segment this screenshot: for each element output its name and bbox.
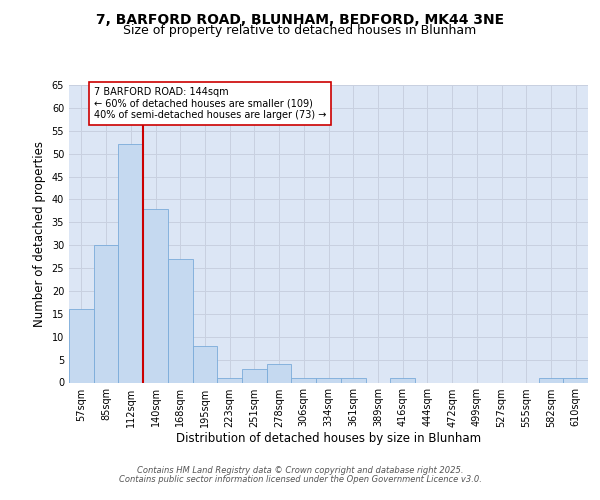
Bar: [316, 378, 341, 382]
Bar: [193, 346, 217, 383]
Bar: [292, 378, 316, 382]
Bar: [341, 378, 365, 382]
Text: Contains HM Land Registry data © Crown copyright and database right 2025.: Contains HM Land Registry data © Crown c…: [137, 466, 463, 475]
Bar: [242, 369, 267, 382]
Bar: [390, 378, 415, 382]
Bar: [69, 310, 94, 382]
X-axis label: Distribution of detached houses by size in Blunham: Distribution of detached houses by size …: [176, 432, 481, 446]
Text: Contains public sector information licensed under the Open Government Licence v3: Contains public sector information licen…: [119, 475, 481, 484]
Bar: [539, 378, 563, 382]
Bar: [168, 259, 193, 382]
Text: 7, BARFORD ROAD, BLUNHAM, BEDFORD, MK44 3NE: 7, BARFORD ROAD, BLUNHAM, BEDFORD, MK44 …: [96, 12, 504, 26]
Bar: [143, 208, 168, 382]
Text: 7 BARFORD ROAD: 144sqm
← 60% of detached houses are smaller (109)
40% of semi-de: 7 BARFORD ROAD: 144sqm ← 60% of detached…: [94, 88, 326, 120]
Bar: [563, 378, 588, 382]
Y-axis label: Number of detached properties: Number of detached properties: [33, 141, 46, 327]
Bar: [118, 144, 143, 382]
Bar: [217, 378, 242, 382]
Text: Size of property relative to detached houses in Blunham: Size of property relative to detached ho…: [124, 24, 476, 37]
Bar: [267, 364, 292, 382]
Bar: [94, 245, 118, 382]
